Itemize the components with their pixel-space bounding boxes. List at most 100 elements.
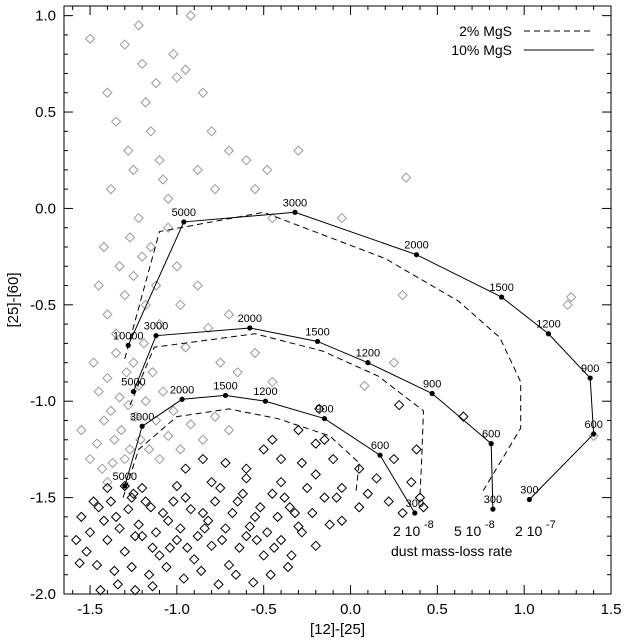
gray-point <box>140 299 151 311</box>
black-point <box>154 550 165 561</box>
black-point <box>147 542 158 553</box>
gray-point <box>185 10 196 21</box>
model-point-label: 3000 <box>283 197 307 209</box>
legend-label-dashed: 2% MgS <box>459 23 512 39</box>
gray-point <box>171 261 183 272</box>
black-point <box>388 453 400 465</box>
model-point <box>321 415 328 422</box>
black-point <box>241 463 252 474</box>
black-point <box>133 519 144 530</box>
black-point <box>249 511 261 523</box>
model-point-label: 900 <box>423 379 441 391</box>
gray-point <box>128 164 139 176</box>
black-point <box>244 521 256 532</box>
black-point <box>178 573 190 584</box>
black-point <box>199 523 210 534</box>
model-point-label: 2000 <box>238 313 262 325</box>
gray-point <box>215 357 226 368</box>
rate-exponent: -7 <box>546 519 556 531</box>
model-point <box>587 375 593 381</box>
gray-point <box>180 64 191 75</box>
gray-point <box>157 174 169 185</box>
gray-point <box>175 299 186 311</box>
gray-point <box>114 392 125 403</box>
black-point <box>74 557 85 569</box>
rate-label: 2 10 <box>515 523 542 539</box>
model-point-label: 1500 <box>213 380 237 392</box>
black-point <box>168 496 179 507</box>
model-point <box>412 510 418 516</box>
model-point <box>262 398 269 404</box>
black-point <box>261 527 273 538</box>
model-point-label: 900 <box>581 363 599 375</box>
black-point <box>220 457 231 469</box>
black-point <box>234 542 245 553</box>
gray-point <box>119 289 130 301</box>
dashed-lines-layer <box>122 211 522 498</box>
gray-point <box>119 453 130 465</box>
black-point <box>258 550 269 561</box>
model-point-label: 2000 <box>404 240 428 252</box>
gray-point <box>110 347 122 359</box>
black-point <box>336 515 348 526</box>
black-point <box>275 534 287 546</box>
model-point <box>222 392 229 399</box>
gray-point <box>180 342 191 353</box>
model-point <box>292 209 298 215</box>
model-point <box>591 431 597 437</box>
black-point <box>175 523 186 534</box>
model-point-label: 300 <box>406 498 424 510</box>
black-point <box>275 476 287 488</box>
black-point <box>102 482 113 494</box>
gray-point <box>400 172 412 183</box>
gray-points-layer <box>76 10 599 488</box>
gray-point <box>162 193 174 204</box>
black-point <box>189 554 200 565</box>
gray-point <box>84 453 96 465</box>
gray-point <box>150 77 162 89</box>
gray-point <box>124 444 136 455</box>
black-point <box>150 527 162 538</box>
model-point-label: 10000 <box>113 330 144 342</box>
black-point <box>213 579 224 590</box>
model-point <box>314 338 321 345</box>
black-point <box>119 546 130 557</box>
black-point <box>353 502 365 513</box>
model-point-label: 5000 <box>121 377 145 389</box>
gray-point <box>102 372 113 384</box>
black-point <box>140 496 151 507</box>
model-point <box>526 496 532 503</box>
black-point <box>223 559 235 571</box>
gray-point <box>107 457 118 469</box>
gray-point <box>123 399 134 411</box>
gray-point <box>232 367 243 378</box>
model-point-label: 5000 <box>172 207 196 219</box>
gray-point <box>129 411 141 422</box>
model-point <box>181 219 187 225</box>
model-point-label: 3000 <box>144 321 168 333</box>
black-point <box>136 482 148 494</box>
black-point <box>136 530 148 542</box>
model-point-label: 1200 <box>253 386 277 398</box>
gray-point <box>88 357 99 368</box>
black-point <box>275 453 287 465</box>
black-point <box>397 507 408 519</box>
black-point <box>324 519 335 530</box>
gray-point <box>223 424 235 436</box>
black-point <box>310 438 322 449</box>
black-point <box>232 496 243 507</box>
gray-point <box>162 222 174 233</box>
gray-point <box>154 155 165 166</box>
model-point-label: 600 <box>584 419 602 431</box>
gray-point <box>123 145 134 156</box>
model-point <box>139 423 145 429</box>
black-point <box>95 584 106 596</box>
black-point <box>197 453 209 465</box>
black-point <box>284 502 295 513</box>
black-point <box>327 453 339 465</box>
gray-point <box>185 419 196 430</box>
black-point <box>258 444 269 455</box>
gray-point <box>128 270 139 282</box>
model-point <box>365 360 371 366</box>
y-tick-label: -0.5 <box>30 297 56 314</box>
